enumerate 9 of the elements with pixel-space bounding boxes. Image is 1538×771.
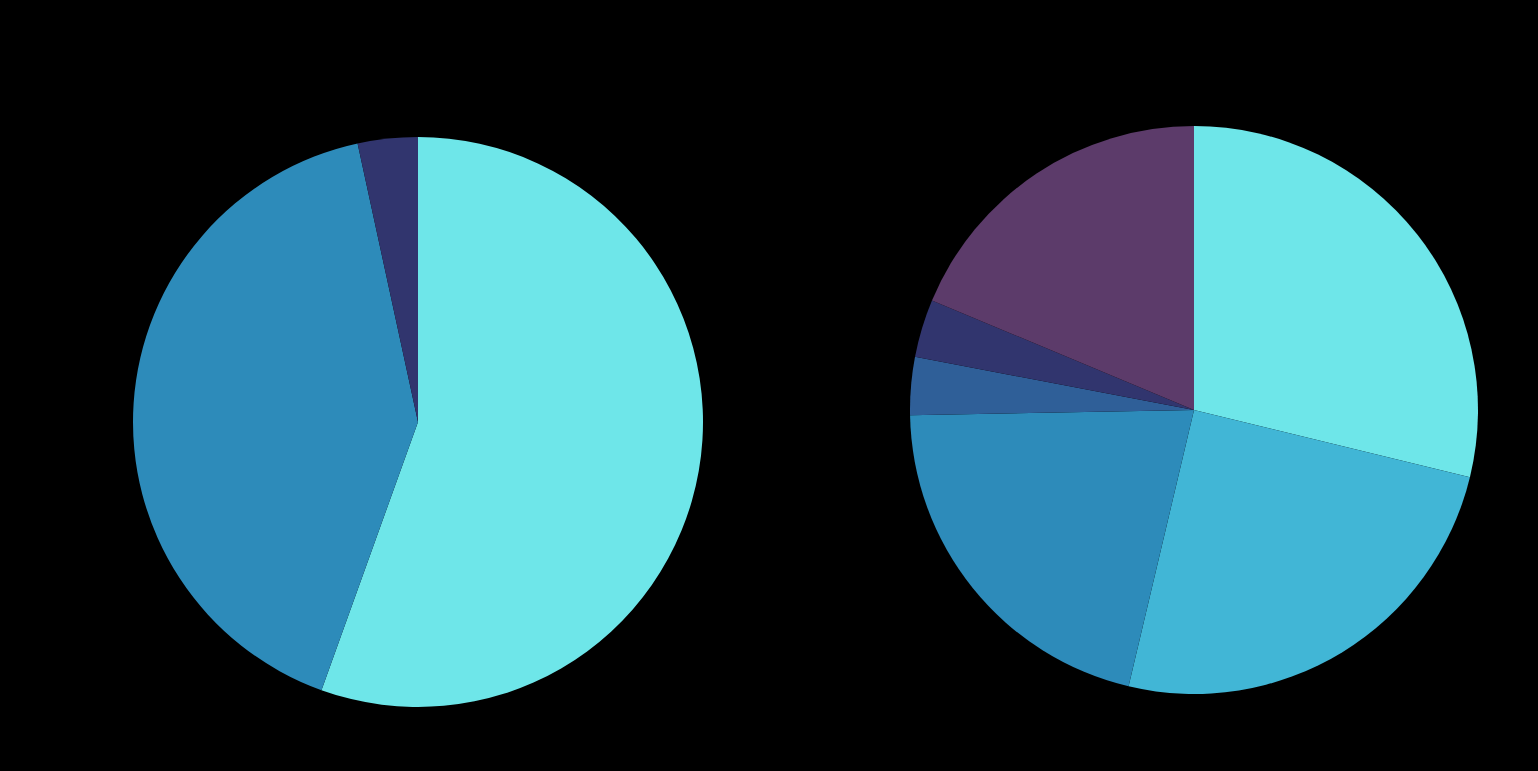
pie-slice	[321, 137, 703, 707]
pie-slice	[1194, 126, 1478, 478]
pie-slice	[910, 410, 1194, 687]
pie-slice	[931, 126, 1194, 410]
pie-slice	[910, 356, 1194, 416]
pie-slice	[915, 300, 1194, 410]
pie-slice	[357, 137, 418, 422]
pie-slice	[133, 143, 418, 691]
pie-slice	[1128, 410, 1470, 694]
